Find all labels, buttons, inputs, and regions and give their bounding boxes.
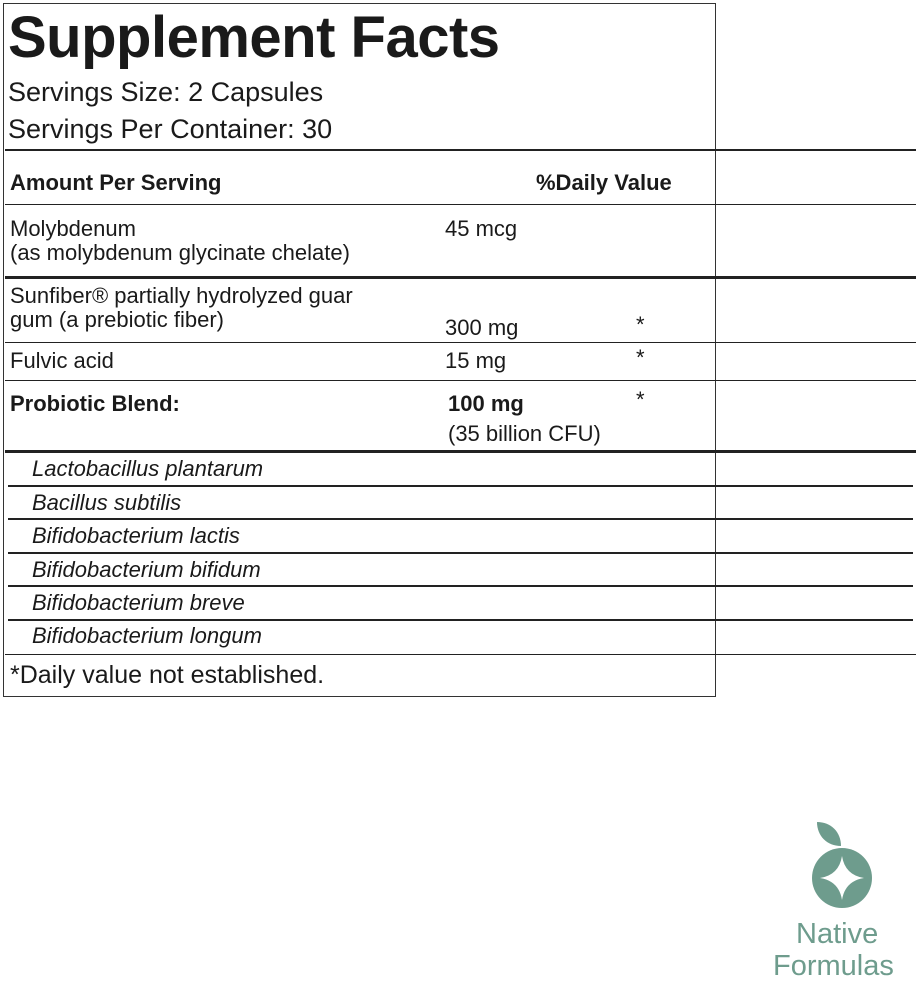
- strain: Bifidobacterium longum: [32, 623, 262, 648]
- divider: [5, 450, 916, 453]
- strain: Bifidobacterium breve: [32, 590, 245, 615]
- footnote: *Daily value not established.: [10, 661, 325, 689]
- divider: [8, 619, 913, 621]
- amount-per-serving-header: Amount Per Serving: [10, 170, 222, 195]
- supplement-facts-panel: [3, 3, 716, 697]
- strain: Bacillus subtilis: [32, 490, 182, 515]
- ingredient-sub-amount: (35 billion CFU): [448, 421, 601, 446]
- divider: [5, 380, 916, 381]
- ingredient-dv: *: [636, 312, 645, 337]
- ingredient-dv: *: [636, 387, 645, 412]
- divider: [5, 342, 916, 343]
- brand-logo-icon: [812, 822, 872, 908]
- serving-size: Servings Size: 2 Capsules: [8, 77, 324, 107]
- ingredient-name: Probiotic Blend:: [10, 391, 180, 416]
- ingredient-name: Molybdenum: [10, 216, 136, 241]
- divider: [5, 149, 916, 151]
- divider: [5, 204, 916, 205]
- ingredient-amount: 100 mg: [448, 391, 524, 416]
- ingredient-amount: 45 mcg: [445, 216, 518, 241]
- divider: [8, 485, 913, 487]
- divider: [8, 552, 913, 554]
- strain: Bifidobacterium bifidum: [32, 557, 261, 582]
- ingredient-amount: 300 mg: [445, 315, 519, 340]
- ingredient-amount: 15 mg: [445, 348, 507, 373]
- ingredient-sub: gum (a prebiotic fiber): [10, 307, 224, 332]
- strain: Lactobacillus plantarum: [32, 456, 264, 481]
- servings-per-container: Servings Per Container: 30: [8, 114, 333, 144]
- strain: Bifidobacterium lactis: [32, 523, 240, 548]
- panel-title: Supplement Facts: [8, 5, 500, 70]
- divider: [5, 276, 916, 279]
- divider: [5, 654, 916, 655]
- divider: [8, 585, 913, 587]
- ingredient-sub: (as molybdenum glycinate chelate): [10, 240, 350, 265]
- brand-name-line2: Formulas: [773, 950, 894, 982]
- divider: [8, 518, 913, 520]
- daily-value-header: %Daily Value: [536, 170, 672, 195]
- brand-name-line1: Native: [796, 918, 879, 950]
- ingredient-name: Fulvic acid: [10, 348, 114, 373]
- ingredient-name: Sunfiber® partially hydrolyzed guar: [10, 283, 353, 308]
- ingredient-dv: *: [636, 345, 645, 370]
